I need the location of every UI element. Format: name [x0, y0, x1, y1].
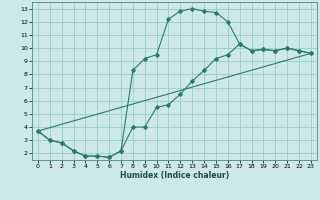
X-axis label: Humidex (Indice chaleur): Humidex (Indice chaleur): [120, 171, 229, 180]
